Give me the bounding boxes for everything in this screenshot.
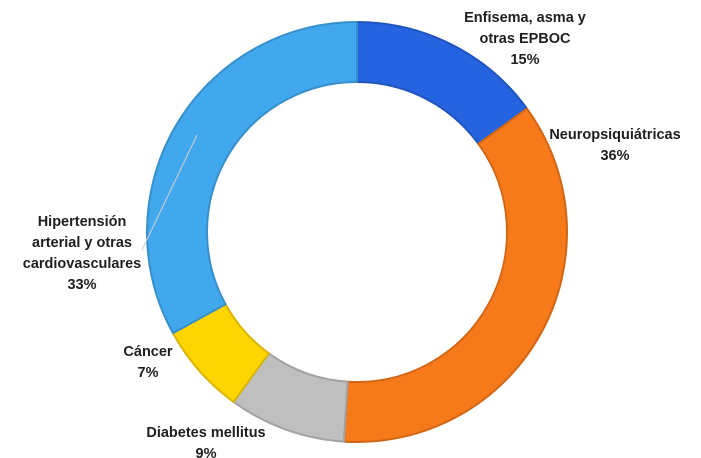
label-value-diabetes: 9% <box>196 446 217 458</box>
label-text-diabetes: Diabetes mellitus <box>146 425 265 441</box>
label-neuropsiquiatricas: Neuropsiquiátricas 36% <box>549 127 680 164</box>
label-text-enfisema: otras EPBOC <box>479 31 571 47</box>
label-text-cancer: Cáncer <box>123 344 173 360</box>
label-value-cancer: 7% <box>138 365 159 381</box>
donut-slices <box>146 21 568 443</box>
leader-line-hipertension <box>141 134 198 251</box>
label-text-hipertension: Hipertensión <box>38 214 127 230</box>
label-text-hipertension: cardiovasculares <box>23 256 142 272</box>
label-text-neuropsiquiatricas: Neuropsiquiátricas <box>549 127 680 143</box>
label-text-hipertension: arterial y otras <box>32 235 132 251</box>
label-cancer: Cáncer 7% <box>123 344 173 381</box>
slice-labels: Enfisema, asma y otras EPBOC 15% Neuropsiqu… <box>23 10 681 458</box>
label-value-neuropsiquiatricas: 36% <box>600 148 629 164</box>
label-value-hipertension: 33% <box>67 277 96 293</box>
slice-neuropsiquiatricas <box>342 107 568 443</box>
slice-hipertension <box>146 21 358 335</box>
label-enfisema: Enfisema, asma y otras EPBOC 15% <box>464 10 586 68</box>
label-diabetes: Diabetes mellitus 9% <box>146 425 265 458</box>
label-text-enfisema: Enfisema, asma y <box>464 10 586 26</box>
label-value-enfisema: 15% <box>510 52 539 68</box>
label-hipertension: Hipertensión arterial y otras cardiovascul… <box>23 214 142 293</box>
